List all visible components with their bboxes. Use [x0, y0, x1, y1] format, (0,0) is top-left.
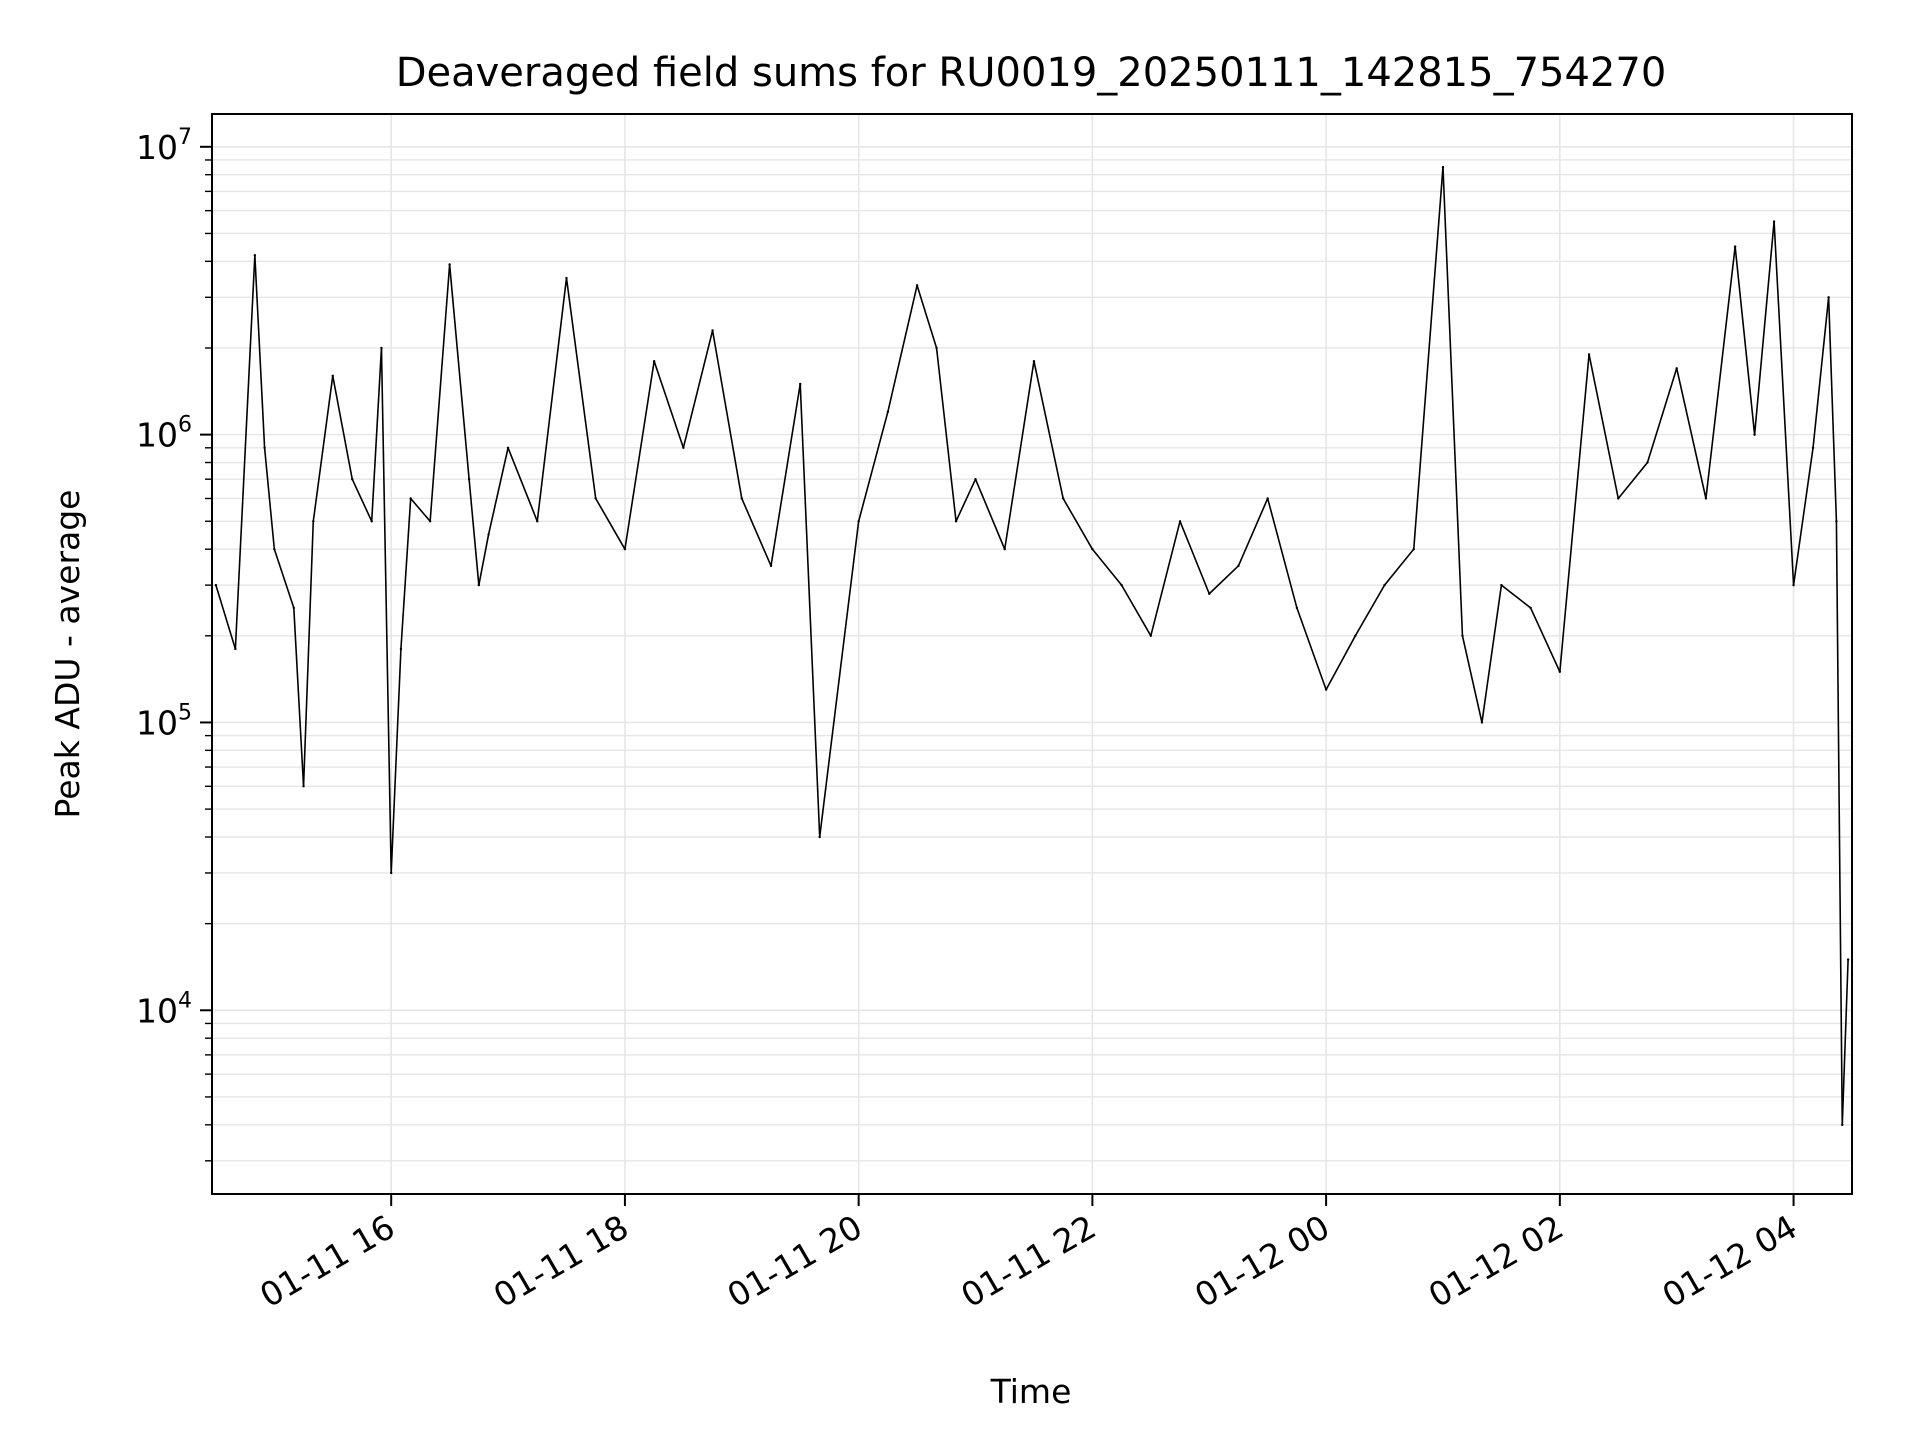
- series-line-segment: [410, 497, 431, 522]
- series-line-segment: [400, 498, 412, 650]
- series-line-segment: [1481, 585, 1503, 723]
- series-line-segment: [1062, 498, 1094, 550]
- series-line-segment: [1792, 447, 1814, 586]
- plot-area-frame: [211, 113, 1853, 1195]
- series-line-segment: [1827, 297, 1838, 522]
- series-line-segment: [448, 264, 470, 480]
- series-line-segment: [1841, 959, 1849, 1125]
- series-line-segment: [254, 255, 266, 448]
- series-line-segment: [1412, 167, 1444, 550]
- series-line-segment: [1705, 246, 1736, 499]
- series-line-segment: [1033, 360, 1064, 499]
- series-line-segment: [887, 285, 918, 413]
- series-line-segment: [1675, 368, 1707, 499]
- series-line-segment: [770, 383, 802, 566]
- series-line-segment: [351, 478, 373, 522]
- series-line-segment: [1500, 584, 1532, 609]
- series-line-segment: [215, 584, 237, 650]
- series-line-segment: [370, 347, 383, 522]
- x-tick-label: 01-12 04: [1656, 1207, 1804, 1315]
- series-line-segment: [312, 375, 334, 522]
- series-line-segment: [380, 347, 392, 873]
- series-line-segment: [1120, 584, 1152, 637]
- x-axis-title: Time: [990, 1372, 1072, 1411]
- series-line-segment: [595, 498, 626, 550]
- series-line-segment: [1354, 584, 1386, 637]
- series-line-segment: [935, 347, 957, 522]
- series-line-segment: [1461, 635, 1483, 723]
- y-axis: 104 105 106 107: [136, 125, 212, 1162]
- series-line-segment: [1150, 521, 1181, 637]
- series-line-segment: [682, 330, 714, 448]
- grid: [212, 114, 1852, 1194]
- series-line-segment: [1559, 354, 1590, 672]
- series-line-segment: [955, 478, 977, 522]
- chart-title: Deaveraged field sums for RU0019_2025011…: [396, 50, 1667, 96]
- series-line-segment: [799, 383, 821, 838]
- series-line-segment: [624, 361, 655, 550]
- series-line-segment: [1617, 462, 1649, 499]
- y-tick-label: 107: [136, 125, 192, 167]
- series-line-segment: [1383, 548, 1415, 586]
- series-line-segment: [1529, 607, 1561, 673]
- series-line-segment: [1773, 221, 1795, 586]
- series-line-segment: [1812, 297, 1830, 448]
- series-line-segment: [1296, 607, 1327, 690]
- series-line-segment: [234, 255, 256, 650]
- series-line-segment: [857, 411, 889, 522]
- x-tick-label: 01-11 22: [954, 1207, 1102, 1315]
- x-tick-label: 01-11 16: [253, 1207, 401, 1315]
- series-line-segment: [468, 479, 480, 586]
- series-line-segment: [1208, 565, 1240, 595]
- series-line-segment: [711, 330, 743, 499]
- series-line-segment: [1091, 548, 1123, 586]
- y-tick-label: 106: [136, 413, 192, 455]
- y-tick-label: 105: [136, 700, 192, 742]
- series-line-segment: [429, 264, 451, 522]
- x-tick-label: 01-12 00: [1188, 1207, 1336, 1315]
- series-line-segment: [536, 277, 568, 522]
- series-line-segment: [1003, 361, 1035, 550]
- y-axis-title: Peak ADU - average: [48, 490, 87, 819]
- series-line-segment: [1835, 521, 1844, 1125]
- x-tick-label: 01-11 18: [487, 1207, 635, 1315]
- series-line-segment: [273, 548, 295, 609]
- data-point: [1846, 958, 1850, 961]
- series-line-segment: [741, 498, 772, 567]
- series-line-segment: [478, 534, 490, 586]
- series-line-segment: [1588, 354, 1620, 499]
- series-line-segment: [1753, 221, 1775, 435]
- series-line-segment: [331, 375, 354, 480]
- series-line-segment: [390, 648, 402, 873]
- series-line-segment: [302, 521, 315, 787]
- series-line-segment: [1179, 520, 1210, 595]
- series-line-segment: [263, 447, 276, 550]
- series-line-segment: [1442, 167, 1464, 636]
- series-line-segment: [507, 447, 539, 522]
- series-line-segment: [1266, 498, 1298, 609]
- series-line-segment: [653, 360, 685, 449]
- series-line-segment: [1237, 498, 1269, 567]
- series-line-segment: [293, 607, 305, 787]
- x-tick-label: 01-11 20: [721, 1207, 869, 1315]
- series-line-segment: [1325, 635, 1357, 691]
- series-line-segment: [974, 478, 1006, 550]
- series-line-segment: [818, 521, 860, 838]
- x-tick-label: 01-12 02: [1422, 1207, 1570, 1315]
- series-line-segment: [487, 447, 509, 535]
- data-series: [214, 165, 1850, 1127]
- y-tick-label: 104: [136, 988, 192, 1030]
- series-line-segment: [1734, 246, 1756, 435]
- series-line-segment: [565, 277, 597, 499]
- series-line-segment: [1646, 368, 1678, 463]
- series-line-segment: [916, 285, 938, 349]
- x-axis: 01-11 16 01-11 18 01-11 20 01-11 22 01-12 00…: [253, 1194, 1804, 1315]
